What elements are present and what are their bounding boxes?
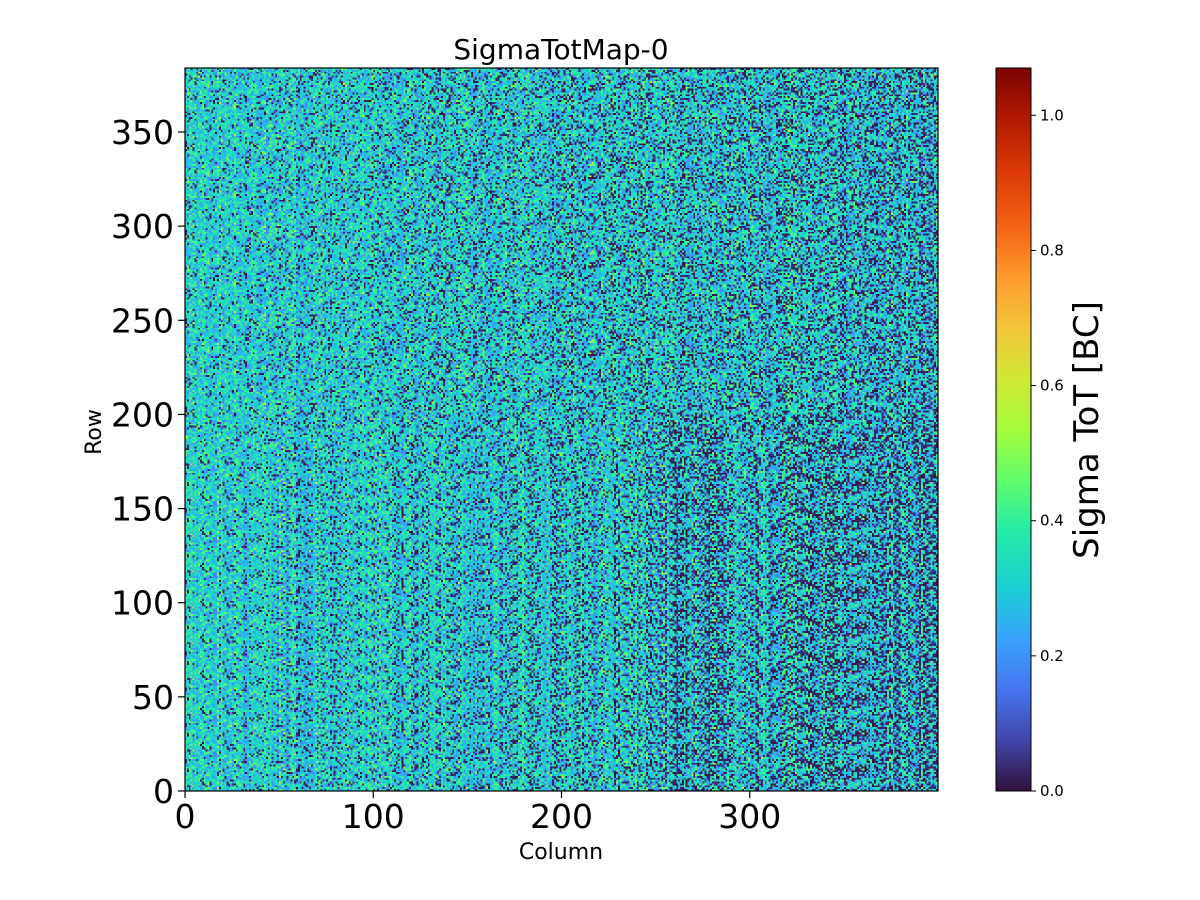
x-axis-ticks: 0 100 200 300: [175, 791, 781, 836]
x-tick-label-2: 200: [530, 797, 593, 836]
y-tick-label-0: 0: [153, 772, 174, 811]
y-tick-label-6: 300: [111, 207, 174, 246]
colorbar-tick-label-2: 0.4: [1040, 512, 1064, 530]
y-tick-label-4: 200: [111, 395, 174, 434]
chart-title: SigmaTotMap-0: [453, 33, 668, 66]
x-tick-label-1: 100: [342, 797, 405, 836]
y-axis-label: Row: [82, 409, 107, 455]
plot-frame: [184, 67, 939, 792]
x-tick-label-3: 300: [718, 797, 781, 836]
colorbar-label: Sigma ToT [BC]: [1067, 301, 1107, 559]
y-tick-label-7: 350: [111, 113, 174, 152]
colorbar-tick-label-3: 0.6: [1040, 377, 1064, 395]
colorbar-tick-label-0: 0.0: [1040, 782, 1064, 800]
y-tick-label-5: 250: [111, 301, 174, 340]
y-tick-label-2: 100: [111, 584, 174, 623]
colorbar-ticks: 0.0 0.2 0.4 0.6 0.8 1.0: [1031, 106, 1064, 800]
colorbar-tick-label-4: 0.8: [1040, 241, 1064, 259]
y-tick-label-3: 150: [111, 490, 174, 529]
y-tick-label-1: 50: [132, 678, 174, 717]
heatmap-image: [185, 68, 938, 791]
x-axis-label: Column: [519, 840, 603, 865]
colorbar-tick-label-1: 0.2: [1040, 647, 1064, 665]
x-tick-label-0: 0: [175, 797, 196, 836]
y-axis-ticks: 0 50 100 150 200 250 300 350: [111, 113, 185, 811]
colorbar: [995, 67, 1032, 792]
colorbar-tick-label-5: 1.0: [1040, 106, 1064, 124]
